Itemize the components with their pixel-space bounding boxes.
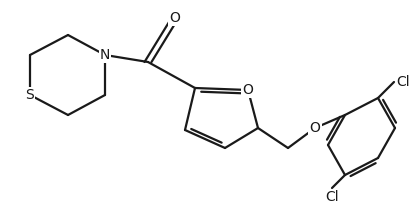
Text: N: N bbox=[99, 48, 110, 62]
Text: S: S bbox=[25, 88, 34, 102]
Text: Cl: Cl bbox=[395, 75, 409, 89]
Text: O: O bbox=[242, 83, 253, 97]
Text: Cl: Cl bbox=[324, 190, 338, 204]
Text: O: O bbox=[169, 11, 180, 25]
Text: O: O bbox=[309, 121, 320, 135]
